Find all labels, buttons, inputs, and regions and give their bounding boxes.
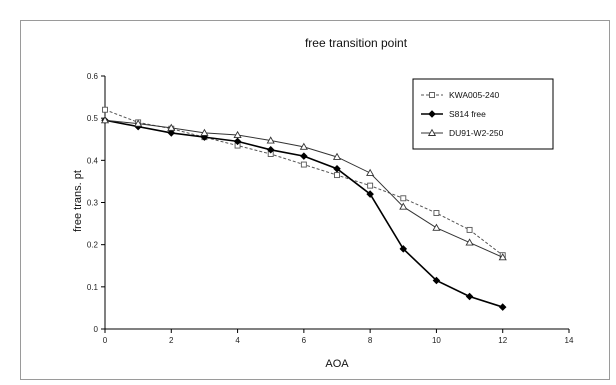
series-layer [100, 106, 507, 311]
data-point [102, 106, 108, 113]
x-tick-label: 4 [235, 336, 240, 345]
data-point [432, 276, 441, 285]
series-1 [101, 116, 507, 311]
y-tick-label: 0.6 [87, 72, 99, 81]
y-tick-label: 0.1 [87, 283, 99, 292]
data-point [465, 292, 474, 301]
data-point [100, 116, 110, 124]
y-axis-label: free trans. pt [72, 170, 84, 232]
data-point [300, 161, 307, 168]
legend-marker [427, 128, 437, 136]
data-point [399, 245, 408, 253]
legend-marker [428, 110, 436, 118]
data-point [367, 182, 374, 189]
y-tick-label: 0.3 [87, 199, 99, 208]
data-point [233, 137, 242, 146]
data-point [333, 165, 341, 173]
x-tick-label: 12 [498, 336, 507, 345]
data-point [266, 146, 275, 154]
legend-label: S814 free [449, 109, 486, 119]
legend-label: DU91-W2-250 [449, 128, 504, 138]
data-point [498, 303, 507, 311]
x-axis-label: AOA [325, 358, 349, 370]
data-point [366, 190, 374, 198]
y-tick-label: 0.5 [87, 114, 99, 123]
series-2 [100, 116, 507, 261]
x-tick-label: 0 [103, 336, 108, 345]
y-tick-label: 0.2 [87, 241, 99, 250]
data-point [167, 129, 176, 137]
chart-title: free transition point [305, 36, 408, 50]
data-point [266, 136, 275, 144]
y-tick-label: 0.4 [87, 156, 99, 165]
data-point [167, 123, 176, 131]
x-tick-label: 2 [169, 336, 174, 345]
data-point [134, 119, 143, 127]
data-point [498, 253, 507, 261]
legend-marker [429, 92, 435, 98]
data-point [332, 152, 342, 160]
data-point [433, 210, 440, 216]
data-point [334, 172, 340, 179]
data-point [366, 168, 375, 176]
data-point [432, 223, 441, 231]
data-point [200, 128, 209, 136]
chart-frame: free transition point AOA free trans. pt… [20, 20, 610, 380]
data-point [300, 152, 308, 160]
y-tick-label: 0 [94, 325, 99, 334]
x-tick-label: 8 [368, 336, 373, 345]
x-tick-label: 6 [302, 336, 307, 345]
data-point [466, 226, 473, 233]
data-point [233, 130, 242, 138]
x-tick-label: 14 [565, 336, 574, 345]
chart-svg: free transition point AOA free trans. pt… [72, 36, 574, 370]
data-point [399, 202, 408, 210]
x-tick-label: 10 [432, 336, 441, 345]
legend: KWA005-240 S814 free DU91-W2-250 [412, 78, 554, 150]
data-point [465, 238, 474, 246]
data-point [400, 195, 407, 202]
legend-label: KWA005-240 [449, 90, 500, 100]
axes: 0 2 4 6 8 10 12 14 0 0.1 0.2 0.3 0.4 0.5 0.6 [87, 72, 574, 345]
data-point [299, 142, 308, 150]
